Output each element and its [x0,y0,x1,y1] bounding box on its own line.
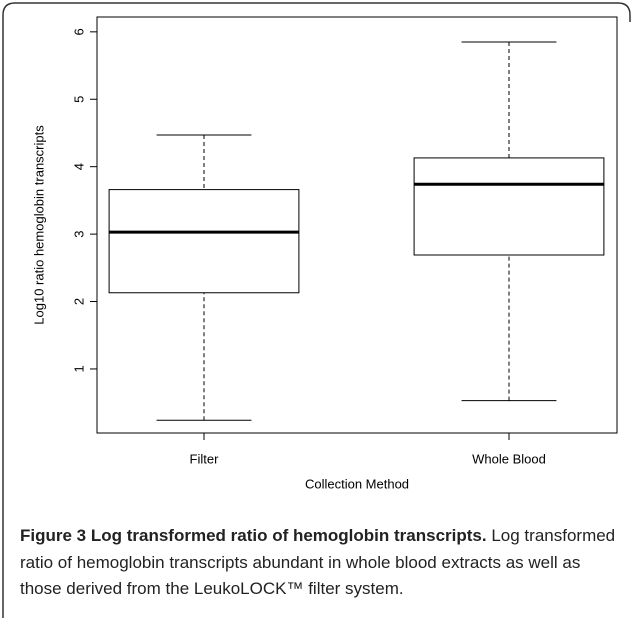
y-tick-label: 5 [71,96,86,103]
caption-label: Figure 3 Log transformed ratio of hemogl… [20,526,487,545]
y-tick-label: 2 [71,298,86,305]
y-axis-label: Log10 ratio hemoglobin transcripts [31,125,46,325]
x-tick-label: Filter [190,451,220,466]
box [108,189,300,294]
x-axis-label: Collection Method [305,476,409,491]
plot-box [96,16,618,434]
caption-text: Log transformed ratio of hemoglobin tran… [20,526,616,598]
caption: Figure 3 Log transformed ratio of hemogl… [20,523,620,603]
x-tick-label: Whole Blood [472,451,546,466]
y-tick-label: 6 [71,28,86,35]
y-tick-label: 3 [71,230,86,237]
y-tick-label: 1 [71,365,86,372]
box [413,157,605,256]
y-tick-label: 4 [71,163,86,170]
